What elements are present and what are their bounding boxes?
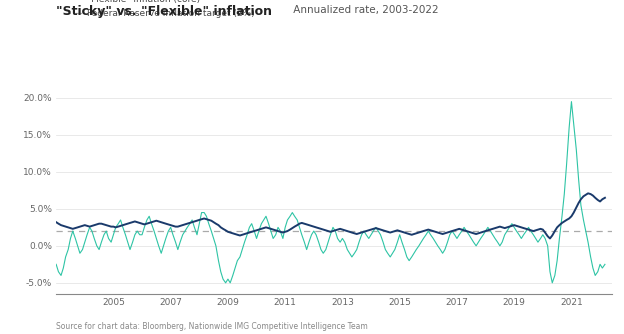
Text: Source for chart data: Bloomberg, Nationwide IMG Competitive Intelligence Team: Source for chart data: Bloomberg, Nation… bbox=[56, 322, 368, 331]
Legend: "Sticky" inflation (core), "Flexible" inflation (core), Federal Reserve inflatio: "Sticky" inflation (core), "Flexible" in… bbox=[61, 0, 258, 22]
Text: Annualized rate, 2003-2022: Annualized rate, 2003-2022 bbox=[290, 5, 439, 15]
Text: "Sticky" vs. "Flexible" inflation: "Sticky" vs. "Flexible" inflation bbox=[56, 5, 272, 18]
